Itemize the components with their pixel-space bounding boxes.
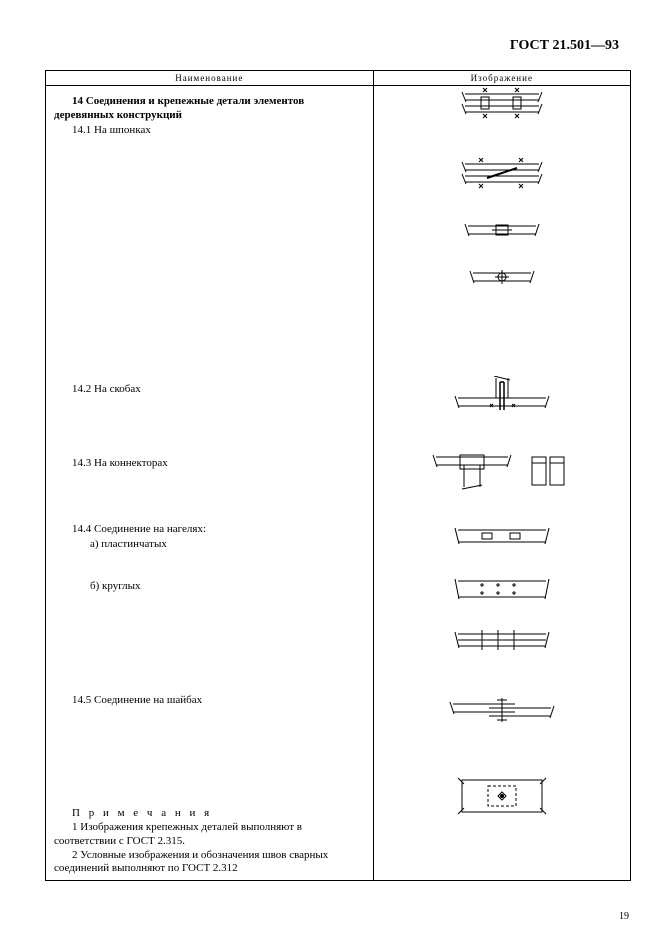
drawing-14-2 [452,376,552,416]
item-14-2: 14.2 На скобах [54,382,367,396]
item-14-4: 14.4 Соединение на нагелях: [54,522,367,536]
drawing-14-1-d [467,266,537,288]
header-image: Изображение [373,71,630,86]
drawing-14-1-c [462,216,542,242]
item-14-4-b: б) круглых [54,579,367,593]
drawing-14-1-b [457,156,547,190]
section-title: Соединения и крепежные детали элементов … [54,95,304,121]
main-table: Наименование Изображение 14 Соединения и… [45,70,631,881]
item-14-4-a: а) пластинчатых [54,537,367,551]
note-2: 2 Условные изображения и обозначения шво… [54,849,367,877]
drawing-14-1-a [457,86,547,120]
image-cell [373,86,630,881]
name-cell: 14 Соединения и крепежные детали элемент… [46,86,374,881]
page-number: 19 [619,911,629,922]
drawing-14-3 [432,451,572,491]
item-14-5: 14.5 Соединение на шайбах [54,693,367,707]
drawing-14-4-b2 [452,626,552,656]
section-num: 14 [72,95,83,107]
document-title: ГОСТ 21.501—93 [510,38,619,54]
drawing-14-4-b1 [452,576,552,602]
item-14-3: 14.3 На коннекторах [54,456,367,470]
header-name: Наименование [46,71,374,86]
drawing-14-5-a [447,694,557,726]
drawing-14-4-a [452,524,552,548]
notes-head: П р и м е ч а н и я [54,807,367,821]
page: ГОСТ 21.501—93 Наименование Изображение … [0,0,661,936]
item-14-1: 14.1 На шпонках [54,123,367,137]
drawing-14-5-b [452,774,552,818]
notes-block: П р и м е ч а н и я 1 Изображения крепеж… [54,807,367,876]
note-1: 1 Изображения крепежных деталей выполняю… [54,821,367,849]
